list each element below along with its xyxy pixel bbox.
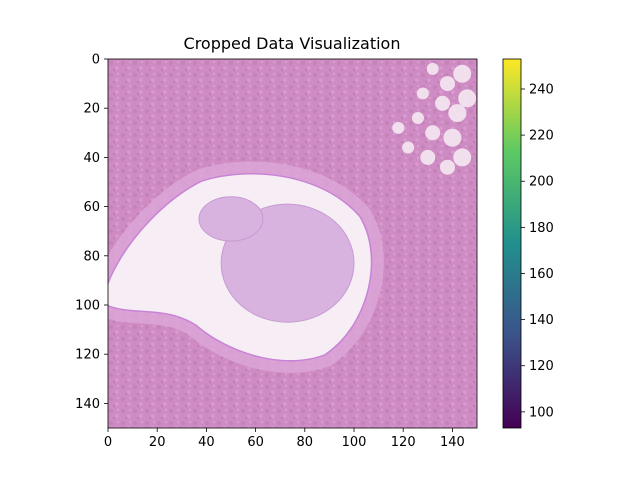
fat-cell bbox=[426, 62, 439, 75]
y-tick-label: 40 bbox=[83, 151, 100, 166]
fat-cell bbox=[425, 125, 441, 141]
fat-cell bbox=[443, 128, 462, 147]
colorbar-tick-label: 160 bbox=[529, 267, 554, 282]
colorbar-tick-label: 140 bbox=[529, 313, 554, 328]
x-tick-label: 0 bbox=[104, 435, 112, 450]
colorbar-tick-label: 200 bbox=[529, 175, 554, 190]
x-tick-label: 140 bbox=[440, 435, 465, 450]
plot-frame bbox=[107, 58, 478, 429]
fat-cell bbox=[439, 159, 455, 175]
x-tick-label: 40 bbox=[198, 435, 215, 450]
y-tick-label: 20 bbox=[83, 102, 100, 117]
y-tick-label: 100 bbox=[75, 299, 100, 314]
x-tick-label: 120 bbox=[391, 435, 416, 450]
colorbar-tick-label: 240 bbox=[529, 82, 554, 97]
y-tick-label: 60 bbox=[83, 200, 100, 215]
y-axis: 0 20 40 60 80 100 120 140 bbox=[75, 53, 108, 412]
fat-cell bbox=[439, 76, 455, 92]
colorbar-axis: 100 120 140 160 180 200 220 240 bbox=[521, 82, 554, 420]
fat-cells bbox=[392, 62, 477, 175]
fat-cell bbox=[458, 89, 477, 108]
fat-cell bbox=[435, 95, 451, 111]
x-tick-label: 100 bbox=[342, 435, 367, 450]
colorbar-tick-label: 180 bbox=[529, 221, 554, 236]
fat-cell bbox=[402, 141, 415, 154]
colorbar-tick-label: 220 bbox=[529, 129, 554, 144]
colorbar bbox=[502, 58, 522, 429]
fat-cell bbox=[411, 112, 424, 125]
heatmap-image bbox=[108, 59, 477, 428]
colorbar-tick-label: 120 bbox=[529, 359, 554, 374]
fat-cell bbox=[448, 104, 467, 123]
y-tick-label: 80 bbox=[83, 249, 100, 264]
x-tick-label: 60 bbox=[247, 435, 264, 450]
x-tick-label: 80 bbox=[297, 435, 314, 450]
fat-cell bbox=[453, 148, 472, 167]
fat-cell bbox=[420, 149, 436, 165]
fat-cell bbox=[392, 121, 405, 134]
y-tick-label: 0 bbox=[92, 53, 100, 68]
y-tick-label: 140 bbox=[75, 397, 100, 412]
fat-cell bbox=[453, 64, 472, 83]
x-axis: 0 20 40 60 80 100 120 140 bbox=[104, 428, 465, 450]
y-tick-label: 120 bbox=[75, 348, 100, 363]
chart-title: Cropped Data Visualization bbox=[184, 34, 401, 53]
x-tick-label: 20 bbox=[149, 435, 166, 450]
fat-cell bbox=[416, 87, 429, 100]
lesion-mass-small bbox=[198, 196, 264, 242]
colorbar-tick-label: 100 bbox=[529, 405, 554, 420]
